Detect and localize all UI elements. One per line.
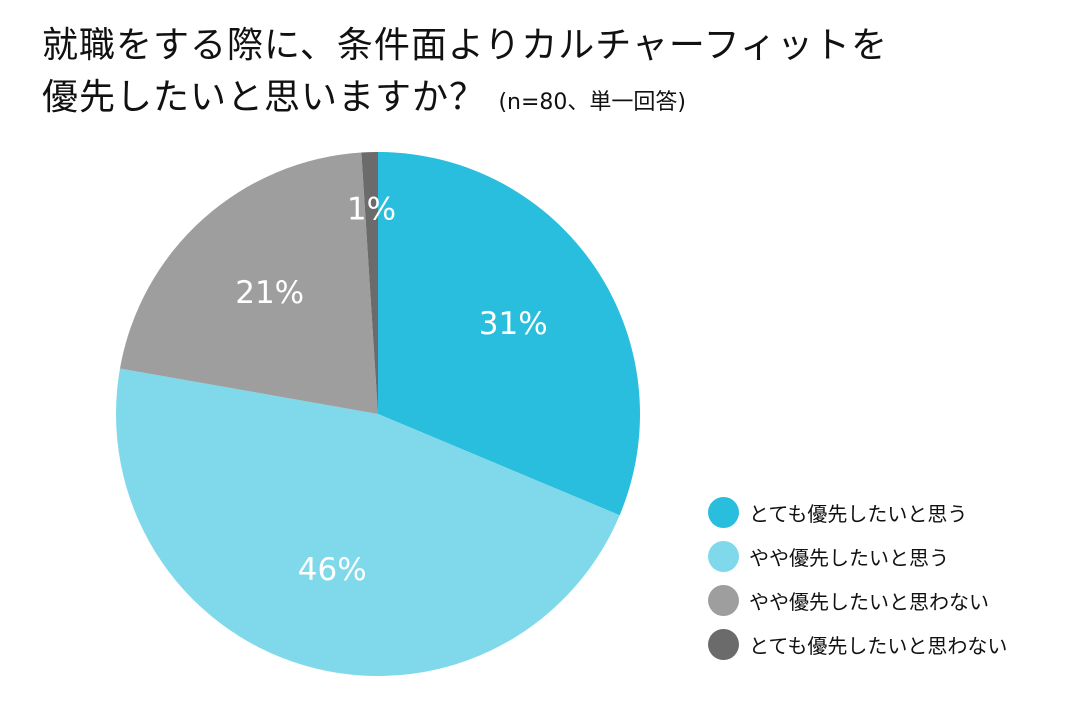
pie-slice-somewhat-not-prioritize	[119, 152, 378, 414]
slice-label-not-prioritize-at-all: 1%	[347, 192, 396, 228]
legend-item: とても優先したいと思わない	[708, 628, 1008, 660]
legend-item: とても優先したいと思う	[708, 496, 1007, 528]
title-line-2: 優先したいと思いますか？	[42, 77, 487, 118]
slice-label-somewhat-not-prioritize: 21%	[235, 275, 304, 311]
pie-slice-very-prioritize	[378, 152, 640, 516]
legend-item: やや優先したいと思う	[708, 540, 1007, 572]
slice-label-very-prioritize: 31%	[479, 306, 548, 342]
legend-item: やや優先したいと思わない	[708, 584, 1007, 616]
legend-swatch	[708, 540, 739, 572]
chart-title: 就職をする際に、条件面よりカルチャーフィットを 優先したいと思いますか？ (n=…	[42, 20, 888, 129]
legend-label: やや優先したいと思う	[749, 545, 949, 570]
sample-note: (n=80、単一回答)	[498, 90, 687, 115]
legend-label: やや優先したいと思わない	[749, 589, 989, 614]
legend-label: とても優先したいと思う	[749, 501, 968, 526]
pie-slice-not-prioritize-at-all	[361, 152, 378, 414]
legend-swatch	[708, 496, 739, 528]
chart-legend: とても優先したいと思う やや優先したいと思う やや優先したいと思わない とても優…	[708, 496, 1008, 674]
slice-label-somewhat-prioritize: 46%	[298, 552, 367, 588]
legend-label: とても優先したいと思わない	[749, 633, 1008, 658]
pie-slice-somewhat-prioritize	[116, 368, 620, 676]
title-line-1: 就職をする際に、条件面よりカルチャーフィットを	[42, 25, 888, 66]
legend-swatch	[708, 628, 739, 660]
legend-swatch	[708, 584, 739, 616]
